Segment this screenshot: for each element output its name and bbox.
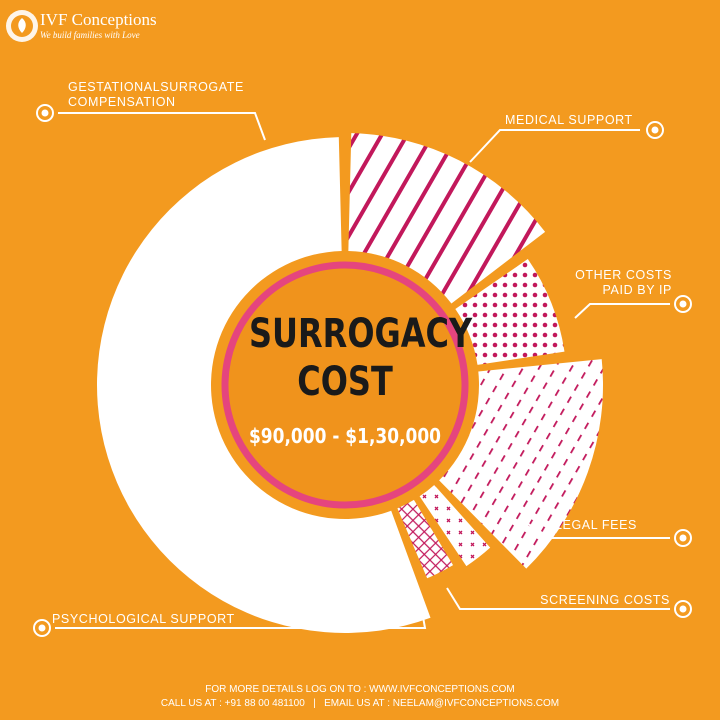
leader-line [446,587,670,610]
donut-segment [439,359,603,569]
tagline: We build families with Love [40,30,140,40]
leader-line [55,599,427,629]
leader-line [58,112,266,141]
chart-subtitle: $90,000 - $1,30,000 [248,424,442,448]
logo [6,10,38,42]
donut-segment [348,133,546,304]
donut-segment [397,499,454,579]
leader-line [574,303,670,319]
leader-dot-core [41,109,49,117]
leader-line [521,519,670,539]
segment-label: GESTATIONALSURROGATE COMPENSATION [68,80,244,109]
segment-label: MEDICAL SUPPORT [505,113,633,127]
leader-dot-core [679,605,687,613]
donut-segment [97,137,431,633]
chart-title: SURROGACY COST [249,311,473,405]
donut-segment [455,259,565,365]
segment-label: OTHER COSTS PAID BY IP [575,268,672,297]
segment-label: SCREENING COSTS [540,593,670,607]
donut-segment [419,484,491,567]
leader-line [469,129,640,163]
leader-dot-core [38,624,46,632]
footer-line: CALL US AT : +91 88 00 481100 | EMAIL US… [160,698,560,709]
leader-dot-core [651,126,659,134]
footer-line: FOR MORE DETAILS LOG ON TO : WWW.IVFCONC… [205,684,515,695]
segment-label: LEGAL FEES [555,518,637,532]
brand: IVF Conceptions [40,10,157,29]
leader-dot-core [679,534,687,542]
center-ring [221,261,469,509]
leader-dot-core [679,300,687,308]
segment-label: PSYCHOLOGICAL SUPPORT [52,612,235,626]
